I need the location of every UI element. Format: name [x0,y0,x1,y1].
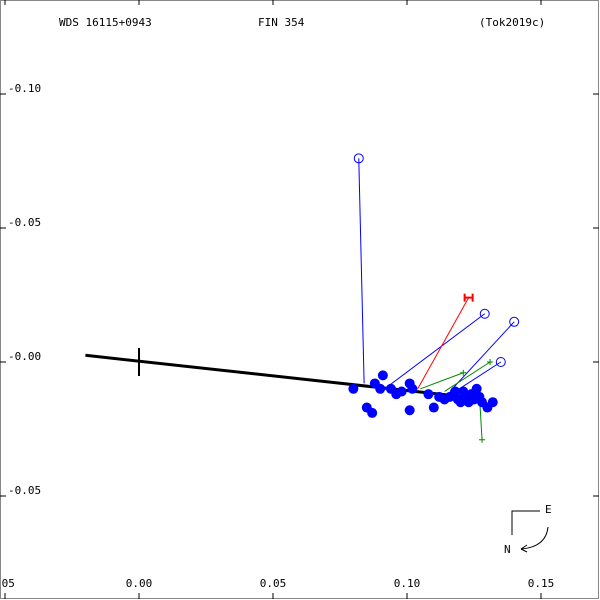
compass: E N [504,503,552,556]
observation-point [375,383,386,394]
residual-line [417,297,470,390]
x-tick-label: .05 [0,577,15,590]
x-tick-label: 0.15 [528,577,555,590]
observation-point [423,389,434,400]
observation-open-circle [509,316,520,327]
observation-point [377,370,388,381]
observation-open-circle [479,308,490,319]
observation-point [348,383,359,394]
compass-east-label: E [545,503,552,516]
observation-point [428,402,439,413]
discoverer-designation: FIN 354 [258,16,305,29]
observation-open-circle [495,357,506,367]
compass-north-label: N [504,543,511,556]
observation-h-marker [463,293,474,302]
observation-point [367,407,378,418]
x-tick-label: 0.05 [260,577,287,590]
observation-plus [460,369,467,376]
wds-identifier: WDS 16115+0943 [59,16,152,29]
observation-point [396,386,407,397]
residual-line [420,372,464,390]
observation-open-circle [353,153,364,164]
y-tick-label: -0.00 [8,350,41,363]
residual-line [387,313,486,387]
compass-curve-arrow [520,526,549,550]
observation-point [471,383,482,394]
residual-line [358,158,365,384]
x-tick-label: 0.00 [126,577,153,590]
observation-plus [479,436,486,443]
observation-point [450,386,461,397]
observation-points [348,153,520,443]
residual-line [449,321,515,392]
observation-point [404,405,415,416]
y-tick-label: -0.05 [8,484,41,497]
y-tick-label: -0.10 [8,82,41,95]
observation-point [407,383,418,394]
y-tick-label: -0.05 [8,216,41,229]
x-tick-label: 0.10 [394,577,421,590]
observation-plus [487,359,494,365]
reference-code: (Tok2019c) [479,16,546,29]
residual-line [444,361,491,392]
observation-point [487,397,498,408]
compass-arrowhead [520,544,528,553]
compass-arrow [511,510,540,535]
